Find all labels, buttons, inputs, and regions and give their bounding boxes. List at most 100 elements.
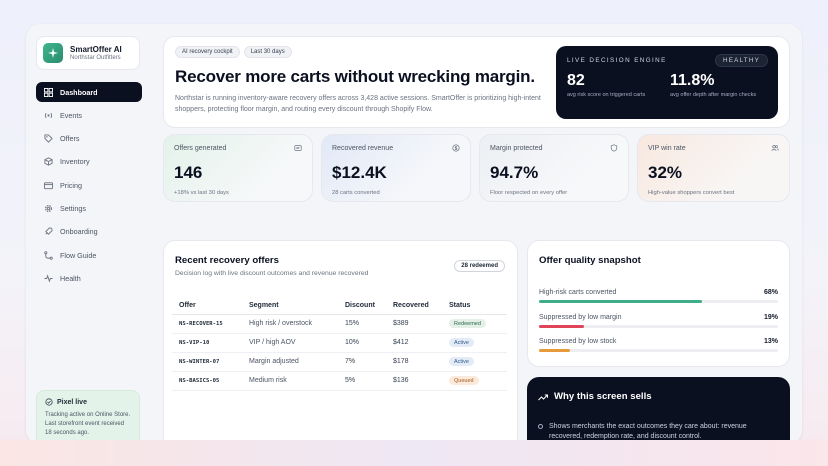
sidebar-item-pricing[interactable]: Pricing	[36, 175, 142, 195]
why-bullet: Shows merchants the exact outcomes they …	[538, 422, 778, 442]
column-header[interactable]: Segment	[242, 298, 338, 315]
brand-card[interactable]: SmartOffer AI Northstar Outfitters	[36, 36, 140, 70]
sidebar-item-flow-guide[interactable]: Flow Guide	[36, 245, 142, 265]
panel-subtitle: Decision log with live discount outcomes…	[175, 270, 369, 277]
offer-discount: 5%	[338, 371, 386, 391]
kpi-vip-win-rate[interactable]: VIP win rate 32% High-value shoppers con…	[637, 134, 790, 202]
column-header[interactable]: Offer	[172, 298, 242, 315]
sidebar-item-dashboard[interactable]: Dashboard	[36, 82, 142, 102]
chip-cockpit[interactable]: AI recovery cockpit	[175, 46, 240, 58]
pixel-status-card: Pixel live Tracking active on Online Sto…	[36, 390, 140, 444]
kpi-note: 28 carts converted	[332, 190, 380, 196]
offer-quality-panel: Offer quality snapshot High-risk carts c…	[527, 240, 790, 367]
sidebar-item-events[interactable]: Events	[36, 105, 142, 125]
kpi-value: 32%	[648, 163, 683, 182]
status-badge: Queued	[449, 376, 479, 385]
offer-recovered: $178	[386, 352, 442, 372]
message-icon	[294, 145, 302, 151]
grid-icon	[44, 87, 53, 97]
why-bullet-text: Shows merchants the exact outcomes they …	[549, 423, 747, 440]
offer-code: NS-WINTER-07	[172, 352, 242, 372]
gear-icon	[44, 204, 53, 212]
pixel-title: Pixel live	[57, 398, 87, 406]
kpi-label: Offers generated	[174, 144, 227, 152]
quality-row: Suppressed by low margin 19%	[539, 314, 778, 328]
quality-value: 13%	[763, 338, 778, 345]
sidebar-item-label: Pricing	[60, 180, 82, 190]
sidebar-item-label: Inventory	[60, 157, 90, 167]
offer-segment: Margin adjusted	[242, 352, 338, 372]
sidebar-item-onboarding[interactable]: Onboarding	[36, 222, 142, 242]
table-row[interactable]: NS-VIP-10 VIP / high AOV 10% $412 Active	[172, 333, 507, 353]
offer-segment: Medium risk	[242, 371, 338, 391]
table-row[interactable]: NS-WINTER-07 Margin adjusted 7% $178 Act…	[172, 352, 507, 372]
flow-icon	[44, 250, 53, 260]
quality-label: Suppressed by low stock	[539, 338, 617, 345]
table-header-row: Offer Segment Discount Recovered Status	[172, 298, 507, 315]
offer-segment: VIP / high AOV	[242, 333, 338, 353]
sidebar-item-label: Flow Guide	[60, 250, 97, 260]
kpi-recovered-revenue[interactable]: Recovered revenue $12.4K 28 carts conver…	[321, 134, 471, 202]
progress-track	[539, 349, 778, 352]
bullet-icon	[538, 424, 543, 429]
store-name: Northstar Outfitters	[70, 55, 121, 61]
sidebar-item-label: Settings	[60, 203, 86, 213]
kpi-margin-protected[interactable]: Margin protected 94.7% Floor respected o…	[479, 134, 629, 202]
broadcast-icon	[44, 112, 53, 118]
offer-discount: 7%	[338, 352, 386, 372]
progress-fill	[539, 349, 571, 352]
quality-value: 68%	[763, 289, 778, 296]
offer-recovered: $412	[386, 333, 442, 353]
check-circle-icon	[45, 398, 53, 406]
progress-track	[539, 325, 778, 328]
metric-value: 11.8%	[670, 72, 715, 89]
kpi-offers-generated[interactable]: Offers generated 146 +18% vs last 30 day…	[163, 134, 313, 202]
offer-code: NS-RECOVER-15	[172, 314, 242, 334]
sidebar-item-offers[interactable]: Offers	[36, 129, 142, 149]
tag-icon	[44, 134, 53, 143]
sidebar-item-health[interactable]: Health	[36, 268, 142, 288]
sidebar-item-label: Health	[60, 273, 81, 283]
progress-fill	[539, 325, 585, 328]
bottom-backdrop	[0, 440, 828, 466]
sidebar-item-label: Dashboard	[60, 87, 98, 97]
status-badge: Redeemed	[449, 319, 486, 328]
card-icon	[44, 182, 53, 189]
kpi-value: 94.7%	[490, 163, 539, 182]
panel-title: Offer quality snapshot	[539, 255, 641, 266]
panel-title: Why this screen sells	[554, 391, 652, 402]
progress-track	[539, 300, 778, 303]
quality-row: High-risk carts converted 68%	[539, 289, 778, 303]
dollar-icon	[452, 144, 460, 152]
pixel-text: Tracking active on Online Store. Last st…	[45, 412, 131, 436]
engine-label: LIVE DECISION ENGINE	[567, 57, 667, 64]
trend-up-icon	[538, 394, 548, 400]
table-row[interactable]: NS-BASICS-05 Medium risk 5% $136 Queued	[172, 371, 507, 391]
users-icon	[771, 145, 779, 151]
progress-fill	[539, 300, 702, 303]
sidebar-item-label: Offers	[60, 134, 80, 144]
column-header[interactable]: Discount	[338, 298, 386, 315]
sidebar-item-label: Onboarding	[60, 227, 98, 237]
table-row[interactable]: NS-RECOVER-15 High risk / overstock 15% …	[172, 314, 507, 334]
chip-date-range[interactable]: Last 30 days	[243, 46, 292, 58]
sidebar: SmartOffer AI Northstar Outfitters Dashb…	[26, 24, 154, 444]
shield-icon	[610, 144, 618, 152]
quality-row: Suppressed by low stock 13%	[539, 338, 778, 352]
metric-label: avg risk score on triggered carts	[567, 92, 646, 98]
sparkle-logo-icon	[43, 43, 63, 63]
metric-value: 82	[567, 72, 585, 89]
column-header[interactable]: Status	[442, 298, 507, 315]
offer-discount: 10%	[338, 333, 386, 353]
kpi-note: +18% vs last 30 days	[174, 190, 229, 196]
metric-label: avg offer depth after margin checks	[670, 92, 757, 98]
redeemed-count-badge: 28 redeemed	[454, 260, 505, 272]
kpi-value: 146	[174, 163, 203, 182]
sidebar-item-settings[interactable]: Settings	[36, 198, 142, 218]
sidebar-item-inventory[interactable]: Inventory	[36, 152, 142, 172]
kpi-label: VIP win rate	[648, 144, 686, 152]
status-badge: HEALTHY	[715, 54, 768, 67]
offer-recovered: $136	[386, 371, 442, 391]
offer-code: NS-VIP-10	[172, 333, 242, 353]
column-header[interactable]: Recovered	[386, 298, 442, 315]
